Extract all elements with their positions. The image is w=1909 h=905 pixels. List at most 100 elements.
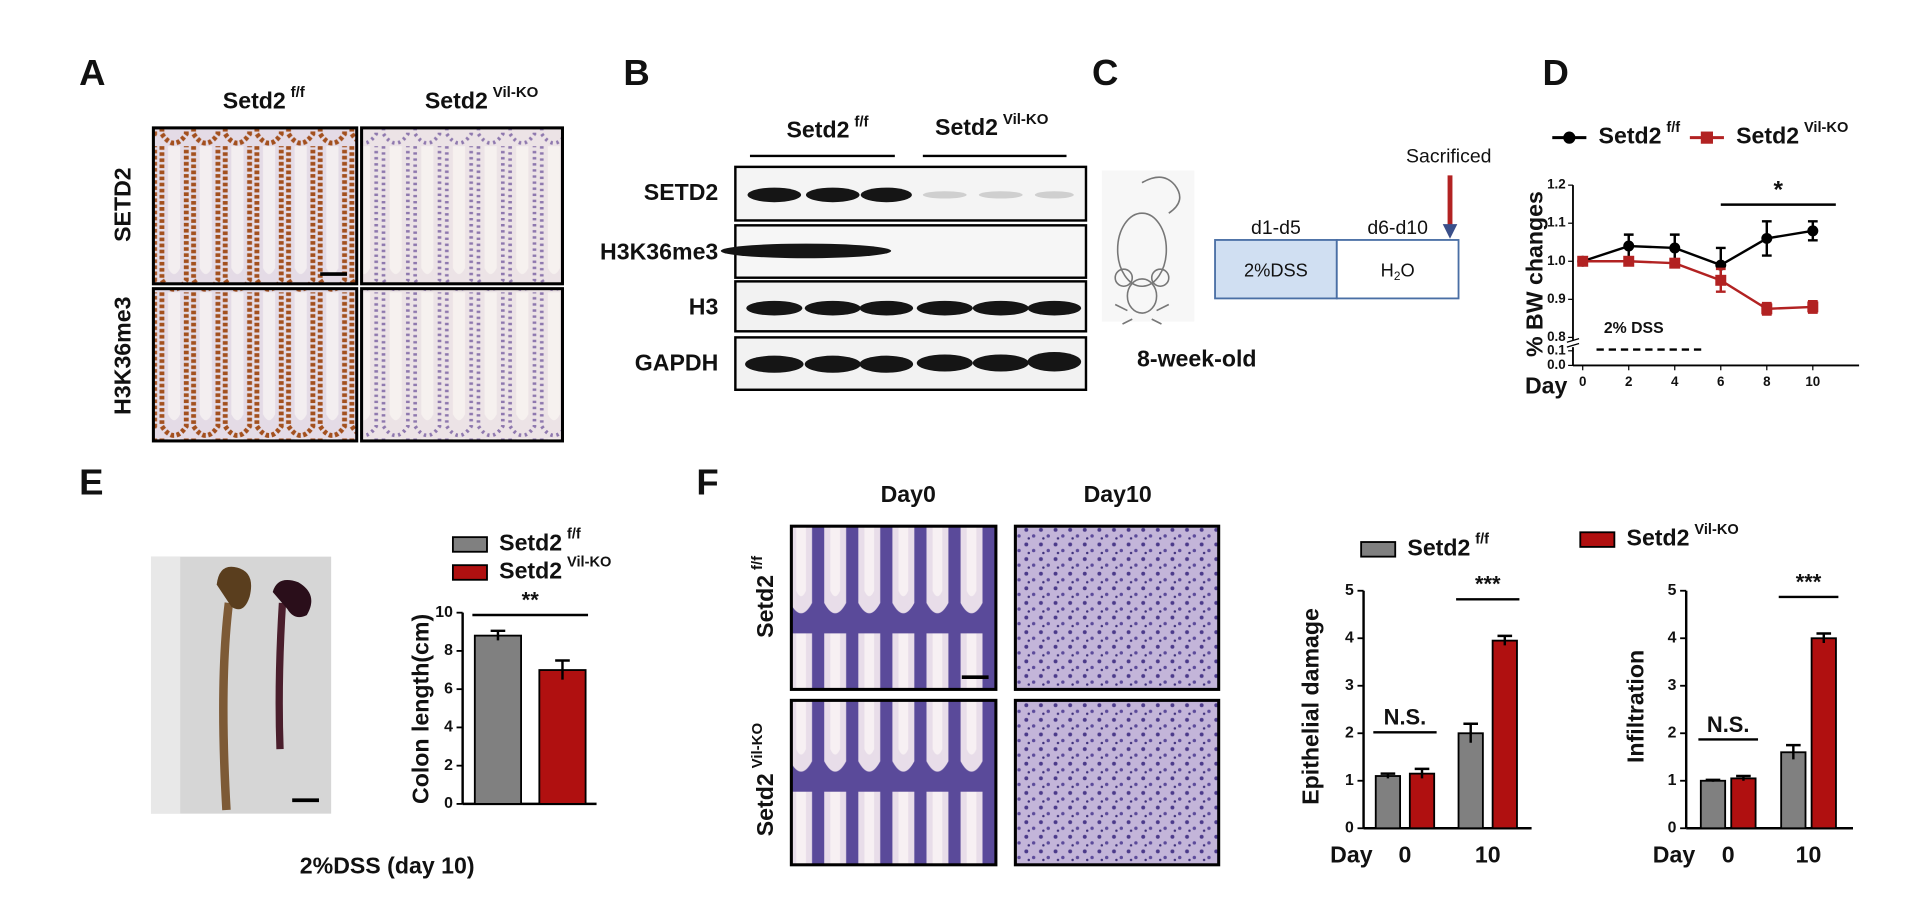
y-tick-label: 3 bbox=[1668, 677, 1677, 694]
legend-name: Setd2 bbox=[1407, 534, 1470, 560]
micrograph bbox=[151, 126, 359, 286]
y-axis-label: Infiltration bbox=[1623, 650, 1649, 763]
point bbox=[1761, 303, 1773, 315]
bar bbox=[1491, 639, 1518, 830]
point bbox=[1807, 225, 1819, 237]
caption: 2%DSS (day 10) bbox=[300, 852, 475, 878]
legend-label: Setd2 Vil-KO bbox=[1736, 120, 1848, 149]
x-tick-label: 10 bbox=[1796, 841, 1822, 867]
error-bar bbox=[1414, 767, 1430, 779]
legend-label: Setd2 f/f bbox=[499, 527, 581, 556]
y-tick-label: 4 bbox=[1345, 629, 1354, 646]
column-label-base: Setd2 bbox=[786, 117, 849, 143]
column-label-sup: Vil-KO bbox=[493, 84, 539, 101]
point bbox=[1761, 232, 1773, 244]
panel-letter: F bbox=[696, 461, 718, 502]
y-tick-label: 8 bbox=[444, 642, 453, 659]
x-tick-label: 0 bbox=[1722, 841, 1735, 867]
error-bar bbox=[1816, 632, 1832, 644]
y-tick-label: 2 bbox=[1345, 724, 1354, 741]
row-label: Setd2 f/f bbox=[749, 555, 778, 638]
micrograph bbox=[789, 698, 998, 867]
legend-sup: f/f bbox=[1666, 120, 1680, 136]
row-label: Setd2 Vil-KO bbox=[749, 722, 778, 836]
y-tick-label: 5 bbox=[1668, 582, 1677, 599]
y-tick-label: 2 bbox=[444, 757, 453, 774]
column-label: Setd2 f/f bbox=[223, 84, 306, 113]
row-label: SETD2 bbox=[109, 167, 135, 242]
panel-letter: E bbox=[79, 461, 103, 502]
x-tick-label: 4 bbox=[1671, 374, 1679, 389]
bar bbox=[1374, 775, 1402, 830]
row-label: H3K36me3 bbox=[600, 238, 718, 264]
x-tick-label: 10 bbox=[1805, 374, 1820, 389]
y-tick-label: 0 bbox=[1345, 819, 1354, 836]
column-label: Setd2 f/f bbox=[786, 113, 869, 142]
y-tick-label: 1.2 bbox=[1547, 177, 1566, 192]
legend-label: Setd2 Vil-KO bbox=[499, 555, 611, 584]
timeline-phase bbox=[1335, 239, 1460, 300]
y-tick-label: 5 bbox=[1345, 582, 1354, 599]
y-tick-label: 10 bbox=[435, 604, 453, 621]
legend-sup: f/f bbox=[1475, 531, 1489, 547]
micrograph bbox=[360, 126, 564, 286]
legend-swatch bbox=[1579, 531, 1616, 548]
x-axis-label: Day bbox=[1653, 841, 1696, 867]
error-bar bbox=[555, 659, 570, 680]
axis-break bbox=[1566, 338, 1580, 343]
legend-name: Setd2 bbox=[499, 558, 562, 584]
error-bar bbox=[1463, 722, 1479, 743]
bar bbox=[538, 669, 587, 805]
significance-label: N.S. bbox=[1707, 712, 1750, 737]
legend-marker bbox=[1563, 131, 1576, 144]
significance-label: * bbox=[1774, 177, 1784, 204]
column-label: Setd2 Vil-KO bbox=[935, 111, 1049, 140]
y-tick-label: 4 bbox=[444, 719, 453, 736]
panel-letter: C bbox=[1092, 52, 1118, 93]
significance-label: *** bbox=[1796, 569, 1822, 594]
y-tick-label: 3 bbox=[1345, 677, 1354, 694]
y-tick-label: 2 bbox=[1668, 724, 1677, 741]
phase-treatment-rest: O bbox=[1400, 259, 1414, 280]
y-tick-label: 4 bbox=[1668, 629, 1677, 646]
row-label-base: Setd2 bbox=[752, 575, 778, 638]
phase-days: d1-d5 bbox=[1251, 217, 1301, 239]
legend-sup: Vil-KO bbox=[567, 555, 611, 571]
column-label-sup: f/f bbox=[854, 113, 869, 130]
y-tick-label: 6 bbox=[444, 680, 453, 697]
error-bar bbox=[1736, 774, 1751, 781]
y-axis-label: Colon length(cm) bbox=[408, 614, 434, 804]
series-line bbox=[1582, 260, 1813, 311]
y-axis-label: Epithelial damage bbox=[1298, 608, 1324, 805]
phase-treatment: H2O bbox=[1381, 259, 1415, 283]
y-axis-label: % BW changes bbox=[1522, 191, 1548, 357]
row-label-sup: Vil-KO bbox=[749, 722, 766, 768]
phase-treatment-base: H bbox=[1381, 259, 1394, 280]
point bbox=[1623, 255, 1635, 267]
legend-label: Setd2 f/f bbox=[1599, 120, 1681, 149]
label: Sacrificed bbox=[1406, 145, 1491, 167]
x-tick-label: 0 bbox=[1579, 374, 1586, 389]
x-tick-label: 0 bbox=[1399, 841, 1412, 867]
column-label-base: Setd2 bbox=[425, 87, 488, 113]
y-tick-label: 0 bbox=[444, 795, 453, 812]
micrograph bbox=[789, 524, 998, 691]
x-axis-label: Day bbox=[1525, 372, 1568, 398]
legend-marker bbox=[1700, 131, 1713, 144]
row-label: SETD2 bbox=[644, 179, 719, 205]
panel-letter: D bbox=[1543, 52, 1569, 93]
phase-treatment: 2%DSS bbox=[1244, 259, 1308, 280]
point bbox=[1669, 257, 1681, 269]
y-tick-label: 0 bbox=[1668, 819, 1677, 836]
legend-swatch bbox=[451, 564, 488, 581]
legend-label: Setd2 f/f bbox=[1407, 531, 1489, 560]
point bbox=[1577, 255, 1589, 267]
legend-swatch bbox=[1360, 541, 1397, 558]
y-tick-label: 0.9 bbox=[1547, 291, 1566, 306]
error-bar bbox=[1497, 634, 1513, 646]
legend-swatch bbox=[451, 536, 488, 553]
colon-photo bbox=[150, 556, 332, 814]
column-label: Day10 bbox=[1084, 481, 1152, 507]
y-tick-label: 1.1 bbox=[1547, 215, 1566, 230]
western-blot bbox=[720, 154, 1088, 391]
